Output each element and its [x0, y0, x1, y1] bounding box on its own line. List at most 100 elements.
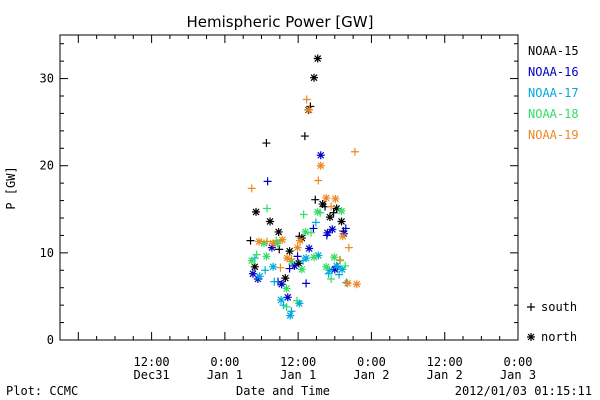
point-north — [262, 252, 271, 261]
legend-entry: NOAA-18 — [528, 107, 579, 121]
point-south — [282, 302, 291, 311]
point-north — [277, 280, 286, 289]
point-south — [350, 147, 359, 156]
point-north — [330, 253, 339, 262]
series-legend: NOAA-15 NOAA-16 NOAA-17 NOAA-18 NOAA-19 — [528, 44, 579, 142]
point-north — [248, 269, 257, 278]
point-north — [283, 254, 292, 263]
point-north — [337, 207, 346, 216]
point-north — [323, 228, 332, 237]
x-tick-label: 12:00 — [280, 355, 316, 369]
point-north — [352, 280, 361, 289]
point-north — [255, 237, 264, 246]
point-north — [282, 284, 291, 293]
point-north — [278, 235, 287, 244]
point-south — [327, 202, 336, 211]
point-north — [297, 265, 306, 274]
point-north — [277, 295, 286, 304]
point-south — [263, 204, 272, 213]
point-south — [309, 224, 318, 233]
point-north — [310, 73, 319, 82]
x-tick-label: 0:00 — [504, 355, 533, 369]
point-north — [286, 311, 295, 320]
plot-timestamp: 2012/01/03 01:15:11 — [455, 384, 592, 398]
point-north — [255, 272, 264, 281]
point-south — [336, 256, 345, 265]
y-tick-label: 0 — [47, 333, 54, 347]
point-south — [341, 261, 350, 270]
point-south — [327, 275, 336, 283]
point-north — [328, 225, 337, 234]
point-north — [281, 274, 290, 283]
data-points — [246, 54, 361, 320]
point-north — [295, 236, 304, 245]
point-south — [261, 266, 270, 275]
point-south — [276, 263, 285, 272]
point-north — [313, 207, 322, 216]
legend-entry: NOAA-17 — [528, 86, 579, 100]
y-axis-label: P [GW] — [4, 166, 18, 209]
plot-credit: Plot: CCMC — [6, 384, 78, 398]
point-south — [306, 228, 315, 237]
point-north — [302, 254, 311, 263]
x-tick-label: 12:00 — [134, 355, 170, 369]
point-north — [330, 265, 339, 274]
point-north — [338, 265, 347, 274]
point-south — [335, 255, 344, 264]
point-north — [343, 279, 352, 288]
y-tick-label: 10 — [40, 246, 54, 260]
marker-legend-label: south — [541, 300, 577, 314]
point-north — [316, 161, 325, 170]
point-south — [302, 279, 311, 288]
point-south — [293, 252, 302, 261]
marker-legend: south north — [527, 300, 577, 344]
y-axis: 0 10 20 30 — [40, 43, 518, 347]
point-north — [332, 204, 341, 213]
x-tick-date-label: Jan 1 — [207, 368, 243, 382]
y-tick-label: 20 — [40, 159, 54, 173]
x-axis-label: Date and Time — [236, 384, 330, 398]
x-tick-date-label: Dec31 — [134, 368, 170, 382]
point-north — [269, 262, 278, 271]
point-north — [283, 293, 292, 302]
x-tick-date-label: Jan 2 — [353, 368, 389, 382]
point-north — [269, 239, 278, 248]
point-north — [338, 232, 347, 241]
point-north — [314, 251, 323, 260]
point-south — [247, 184, 256, 193]
series-noaa-16 — [248, 151, 350, 302]
point-north — [295, 299, 304, 308]
point-south — [270, 277, 279, 286]
legend-entry: NOAA-16 — [528, 65, 579, 79]
legend-entry: NOAA-15 — [528, 44, 579, 58]
y-tick-label: 30 — [40, 72, 54, 86]
legend-entry: NOAA-19 — [528, 128, 579, 142]
point-north — [337, 217, 346, 226]
point-north — [310, 253, 319, 262]
plot-frame — [59, 34, 519, 341]
point-north — [331, 194, 340, 203]
point-north — [266, 217, 275, 226]
point-north — [293, 243, 302, 252]
point-north — [313, 54, 322, 63]
point-north — [252, 207, 261, 216]
point-north — [267, 243, 276, 252]
marker-legend-symbol-south — [527, 303, 535, 311]
point-south — [300, 132, 309, 141]
point-north — [316, 151, 325, 160]
point-south — [275, 245, 284, 254]
series-noaa-17 — [250, 218, 351, 320]
chart-title: Hemispheric Power [GW] — [187, 13, 374, 31]
point-north — [285, 247, 294, 256]
point-north — [294, 259, 303, 268]
marker-legend-symbol-north — [527, 333, 535, 341]
point-north — [332, 261, 341, 270]
point-south — [246, 236, 255, 245]
point-south — [262, 139, 271, 148]
series-noaa-18 — [247, 204, 350, 311]
point-north — [339, 229, 348, 238]
point-north — [290, 261, 299, 270]
point-north — [301, 227, 310, 236]
